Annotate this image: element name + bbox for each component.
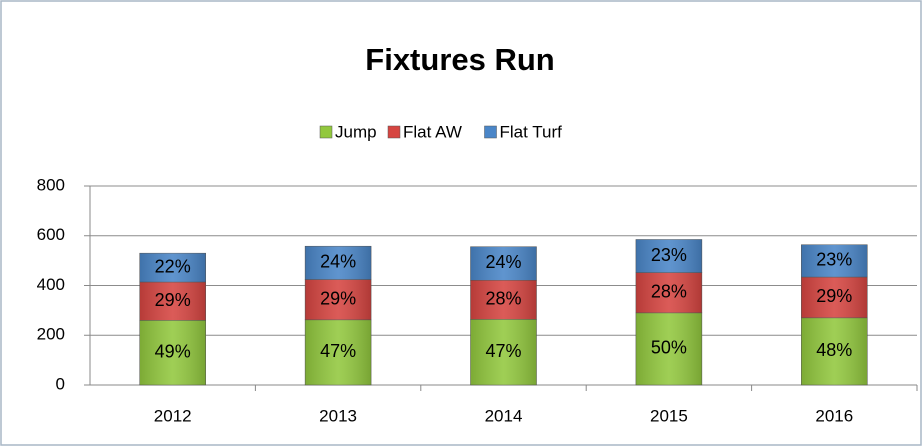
y-tick-label: 0 <box>56 374 65 393</box>
x-tick-label: 2015 <box>650 406 688 425</box>
bar-shade <box>139 253 206 283</box>
legend-label: Jump <box>335 122 377 141</box>
bar-shade <box>470 246 537 281</box>
bar-shade <box>305 246 372 280</box>
y-tick-label: 800 <box>37 175 65 194</box>
bar-shade <box>801 244 868 278</box>
data-label: 23% <box>816 250 852 270</box>
data-label: 47% <box>485 341 521 361</box>
legend-swatch <box>484 125 497 139</box>
data-label: 24% <box>485 252 521 272</box>
bar-shade <box>635 272 702 313</box>
x-tick-label: 2012 <box>154 406 192 425</box>
y-tick-label: 400 <box>37 275 65 294</box>
bar-shade <box>139 282 206 321</box>
data-label: 29% <box>320 288 356 308</box>
bar-shade <box>801 277 868 318</box>
y-tick-label: 600 <box>37 225 65 244</box>
bar-shade <box>635 239 702 273</box>
legend-label: Flat Turf <box>500 122 563 141</box>
legend-swatch <box>319 125 333 139</box>
data-label: 29% <box>816 286 852 306</box>
chart-title: Fixtures Run <box>365 42 554 77</box>
data-label: 50% <box>651 338 687 358</box>
x-tick-label: 2013 <box>319 406 357 425</box>
data-label: 48% <box>816 340 852 360</box>
legend-label: Flat AW <box>403 122 462 141</box>
data-label: 24% <box>320 252 356 272</box>
data-label: 47% <box>320 341 356 361</box>
bar-shade <box>470 280 537 320</box>
x-tick-label: 2016 <box>815 406 853 425</box>
y-tick-label: 200 <box>37 325 65 344</box>
data-label: 23% <box>651 245 687 265</box>
bar-shade <box>305 279 372 320</box>
data-label: 28% <box>485 289 521 309</box>
data-label: 29% <box>155 290 191 310</box>
bar-shade <box>139 320 206 385</box>
data-label: 49% <box>155 341 191 361</box>
data-label: 22% <box>155 256 191 276</box>
bar-shade <box>470 319 537 385</box>
bar-shade <box>801 317 868 385</box>
legend-swatch <box>387 125 401 139</box>
x-tick-label: 2014 <box>485 406 523 425</box>
bar-shade <box>635 312 702 385</box>
data-label: 28% <box>651 281 687 301</box>
bar-shade <box>305 319 372 385</box>
